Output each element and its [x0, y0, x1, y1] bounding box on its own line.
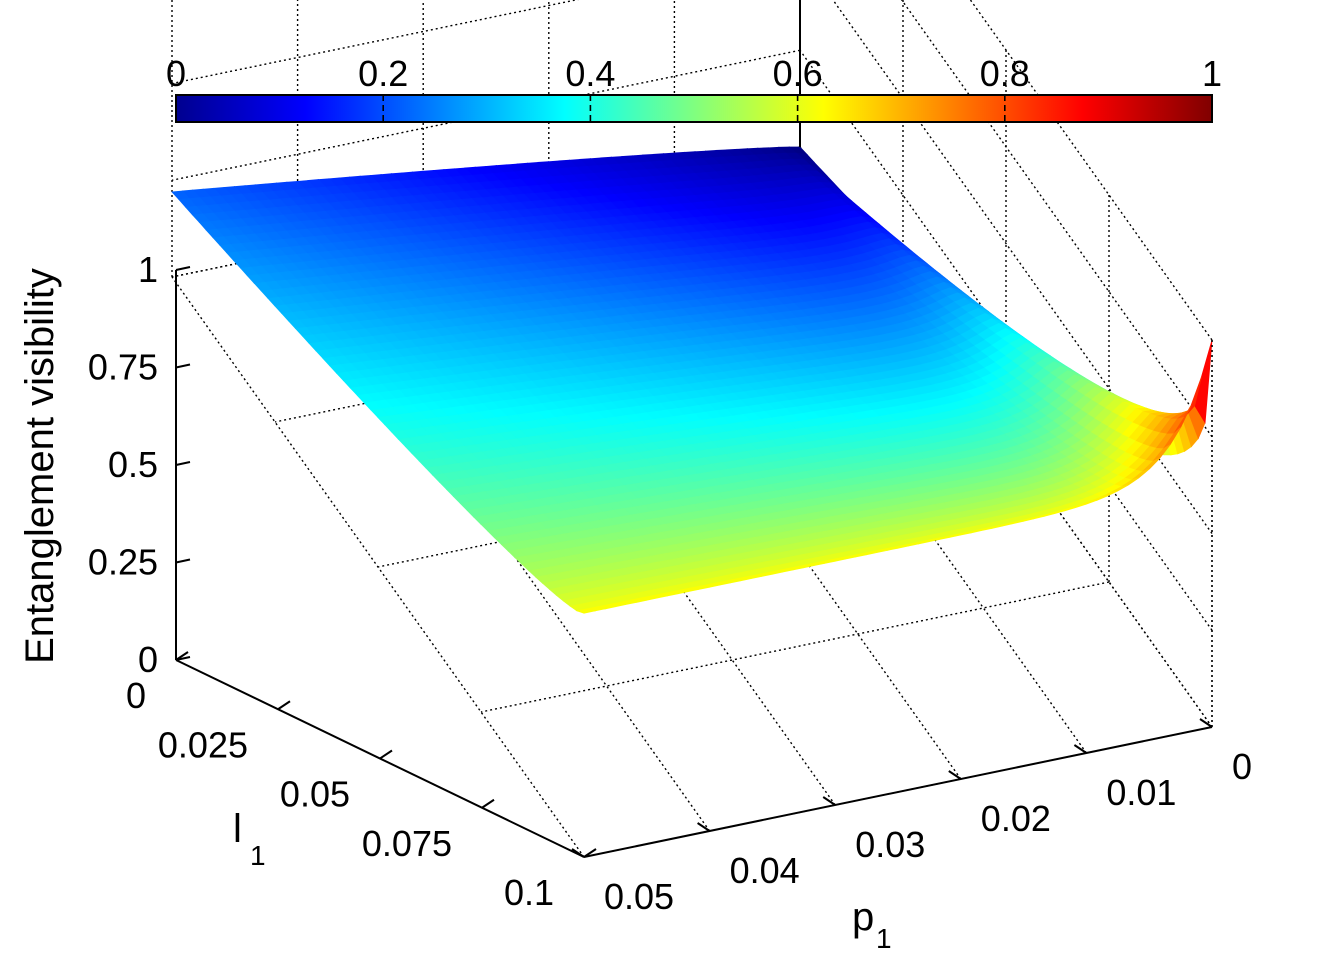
colorbar-tick-label: 0.8: [980, 53, 1030, 94]
p-tick-label: 0.04: [730, 850, 800, 891]
tick-labels: 0 0.25 0.5 0.75 1 0 0.025 0.05 0.075 0.1 0 0.01 0.02…: [88, 249, 1252, 917]
p-tick-label: 0: [1232, 746, 1252, 787]
colorbar-tick-label: 0: [166, 53, 186, 94]
side-wall-grid-line-z: [900, 0, 1213, 438]
z-tick-mark: [175, 363, 191, 369]
side-wall-grid-line-z: [969, 0, 1213, 341]
p-tick-mark: [571, 848, 585, 858]
z-tick-label: 0.75: [88, 347, 158, 388]
p-tick-mark: [948, 770, 962, 780]
p-tick-label: 0.01: [1106, 772, 1176, 813]
l-tick-label: 0.1: [504, 872, 554, 913]
z-tick-mark: [175, 461, 191, 466]
z-tick-label: 0: [138, 639, 158, 680]
l-tick-mark: [277, 700, 291, 711]
l-tick-label: 0.05: [280, 774, 350, 815]
l-tick-label: 0: [126, 675, 146, 716]
p-tick-mark: [1199, 718, 1213, 728]
z-tick-label: 1: [138, 249, 158, 290]
z-tick-mark: [175, 266, 191, 271]
x-axis-label: p 1: [852, 895, 892, 954]
l-tick-mark: [175, 651, 189, 661]
colorbar: 0 0.2 0.4 0.6 0.8 1: [166, 53, 1222, 123]
x-axis-label-main: p: [852, 895, 874, 939]
l-tick-mark: [481, 798, 495, 809]
colorbar-gradient: [175, 94, 1213, 123]
surface-mesh: [171, 146, 1213, 614]
l-tick-mark: [379, 749, 393, 760]
l-tick-label: 0.025: [158, 724, 248, 765]
x-axis-label-sub: 1: [876, 923, 892, 954]
surface-patch: [1194, 339, 1213, 424]
y-axis-label-main: l: [233, 807, 242, 851]
axes-frame: [175, 0, 1213, 858]
z-tick-mark: [175, 558, 191, 564]
p-axis-edge: [583, 726, 1213, 858]
colorbar-ticks: 0 0.2 0.4 0.6 0.8 1: [166, 53, 1222, 122]
colorbar-tick-label: 0.2: [358, 53, 408, 94]
p-tick-mark: [822, 796, 836, 806]
z-tick-label: 0.25: [88, 542, 158, 583]
floor-grid-line-l: [480, 581, 1110, 713]
surface-patch: [575, 608, 597, 614]
p-tick-label: 0.05: [604, 876, 674, 917]
colorbar-tick-label: 1: [1202, 53, 1222, 94]
side-wall-grid-line-z: [832, 0, 1213, 534]
colorbar-tick-label: 0.6: [773, 53, 823, 94]
z-tick-label: 0.5: [108, 444, 158, 485]
z-axis-label: Entanglement visibility: [18, 268, 62, 664]
p-tick-mark: [697, 822, 711, 832]
colorbar-tick-label: 0.4: [565, 53, 615, 94]
p-tick-label: 0.03: [855, 824, 925, 865]
p-tick-mark: [1073, 744, 1087, 754]
y-axis-label: l 1: [233, 807, 266, 871]
p-tick-label: 0.02: [981, 798, 1051, 839]
back-wall-grid-line-z: [171, 0, 579, 85]
l-tick-label: 0.075: [362, 823, 452, 864]
y-axis-label-sub: 1: [250, 840, 266, 871]
